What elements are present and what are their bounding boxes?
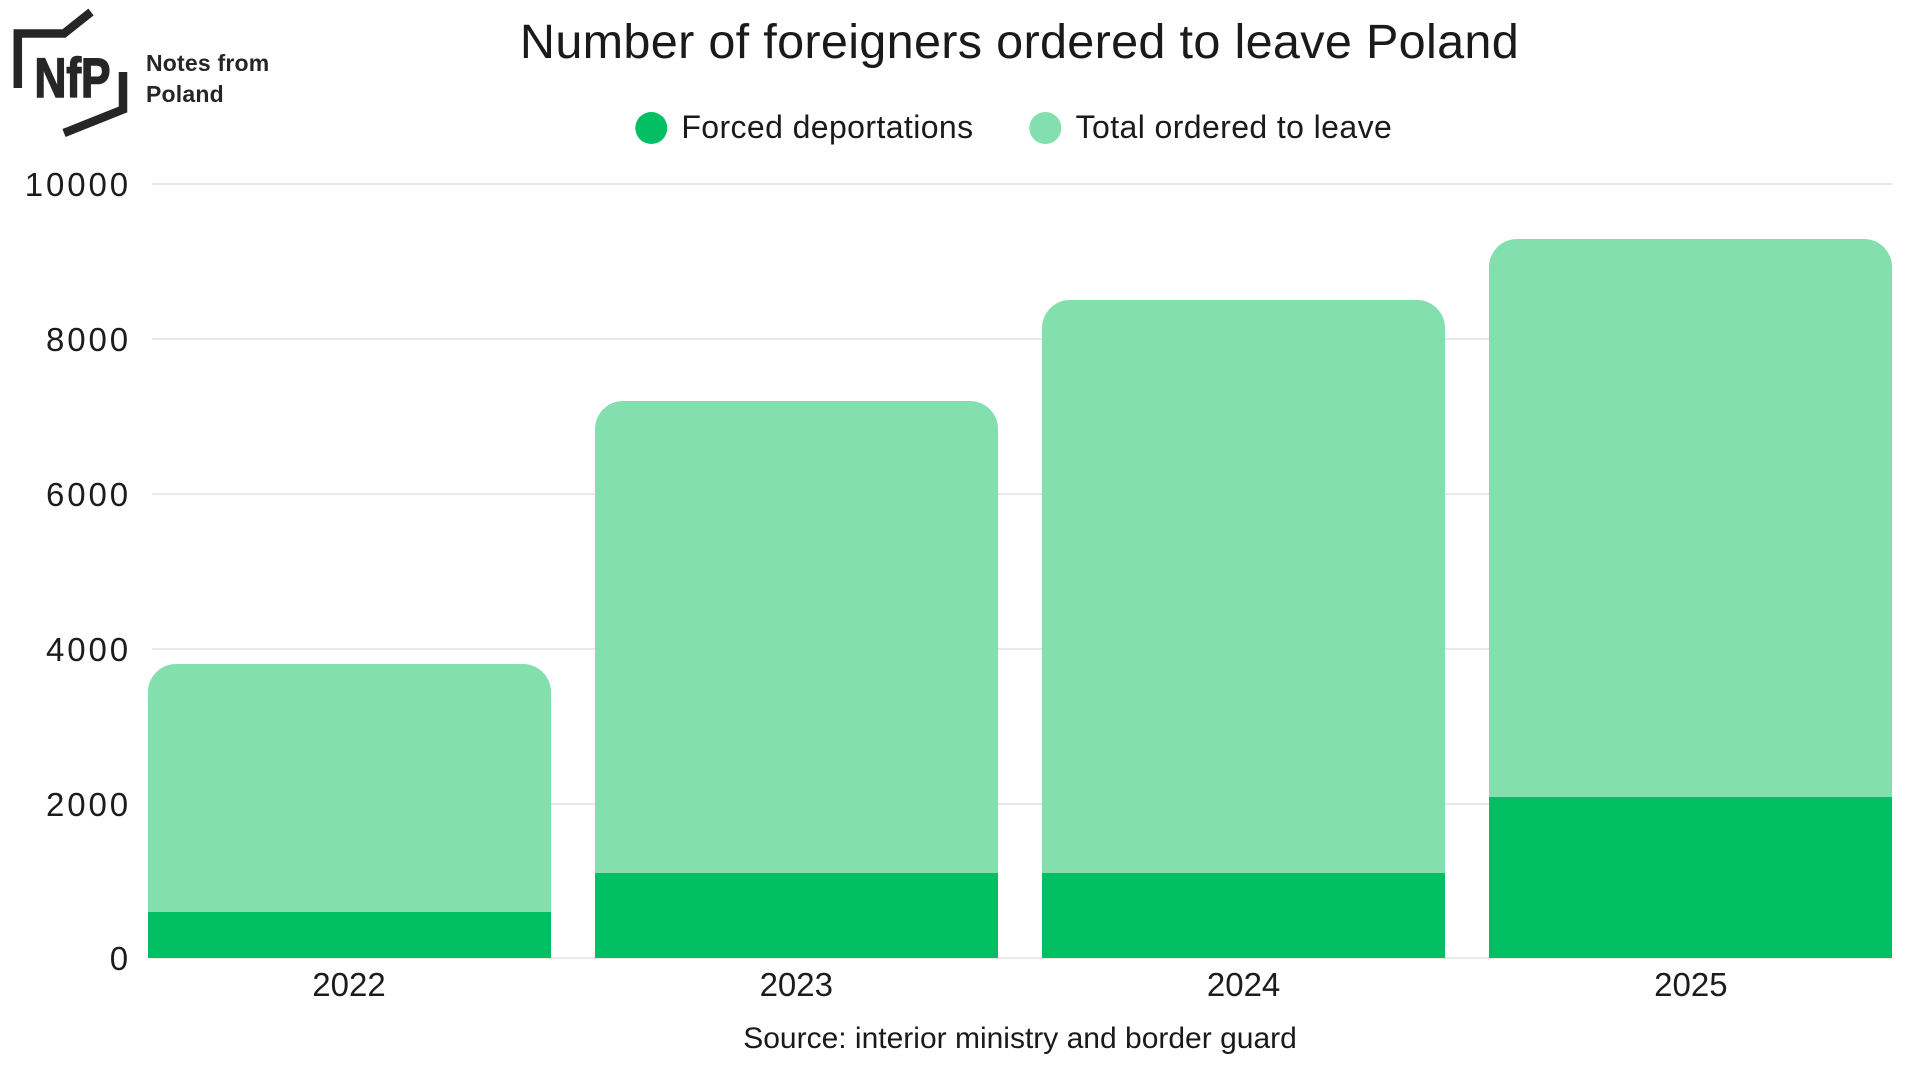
svg-text:NfP: NfP xyxy=(35,46,111,109)
